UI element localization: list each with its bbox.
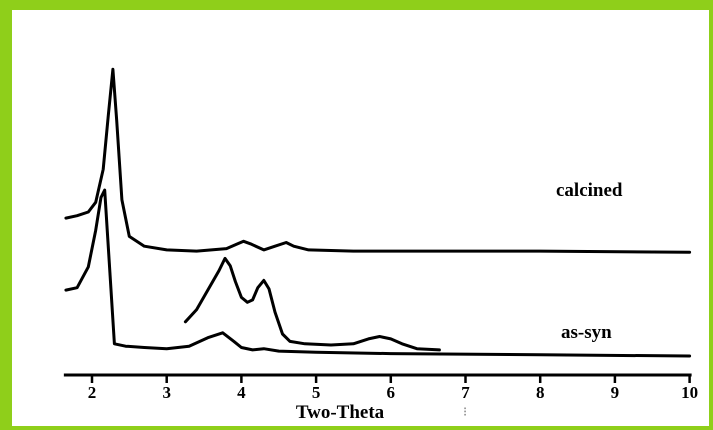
x-tick-label-9: 9 (611, 383, 620, 402)
series-line-calcined (64, 67, 692, 254)
x-tick-label-2: 2 (88, 383, 97, 402)
x-tick-label-10: 10 (681, 383, 698, 402)
x-tick-label-7: 7 (461, 383, 470, 402)
x-ticks: 2 3 4 5 6 7 8 9 10 (88, 375, 698, 402)
x-tick-label-4: 4 (237, 383, 246, 402)
series-line-as-syn (64, 188, 692, 358)
traces (64, 67, 692, 358)
series-label-as-syn: as-syn (561, 322, 612, 343)
x-axis-title: Two-Theta (296, 402, 385, 423)
x-tick-label-6: 6 (387, 383, 396, 402)
x-tick-label-8: 8 (536, 383, 545, 402)
cursor-artifact: ⁝ (463, 404, 467, 419)
x-tick-label-5: 5 (312, 383, 321, 402)
series-line-as-syn-offset (183, 256, 441, 352)
x-tick-label-3: 3 (162, 383, 171, 402)
series-label-calcined: calcined (556, 180, 623, 201)
